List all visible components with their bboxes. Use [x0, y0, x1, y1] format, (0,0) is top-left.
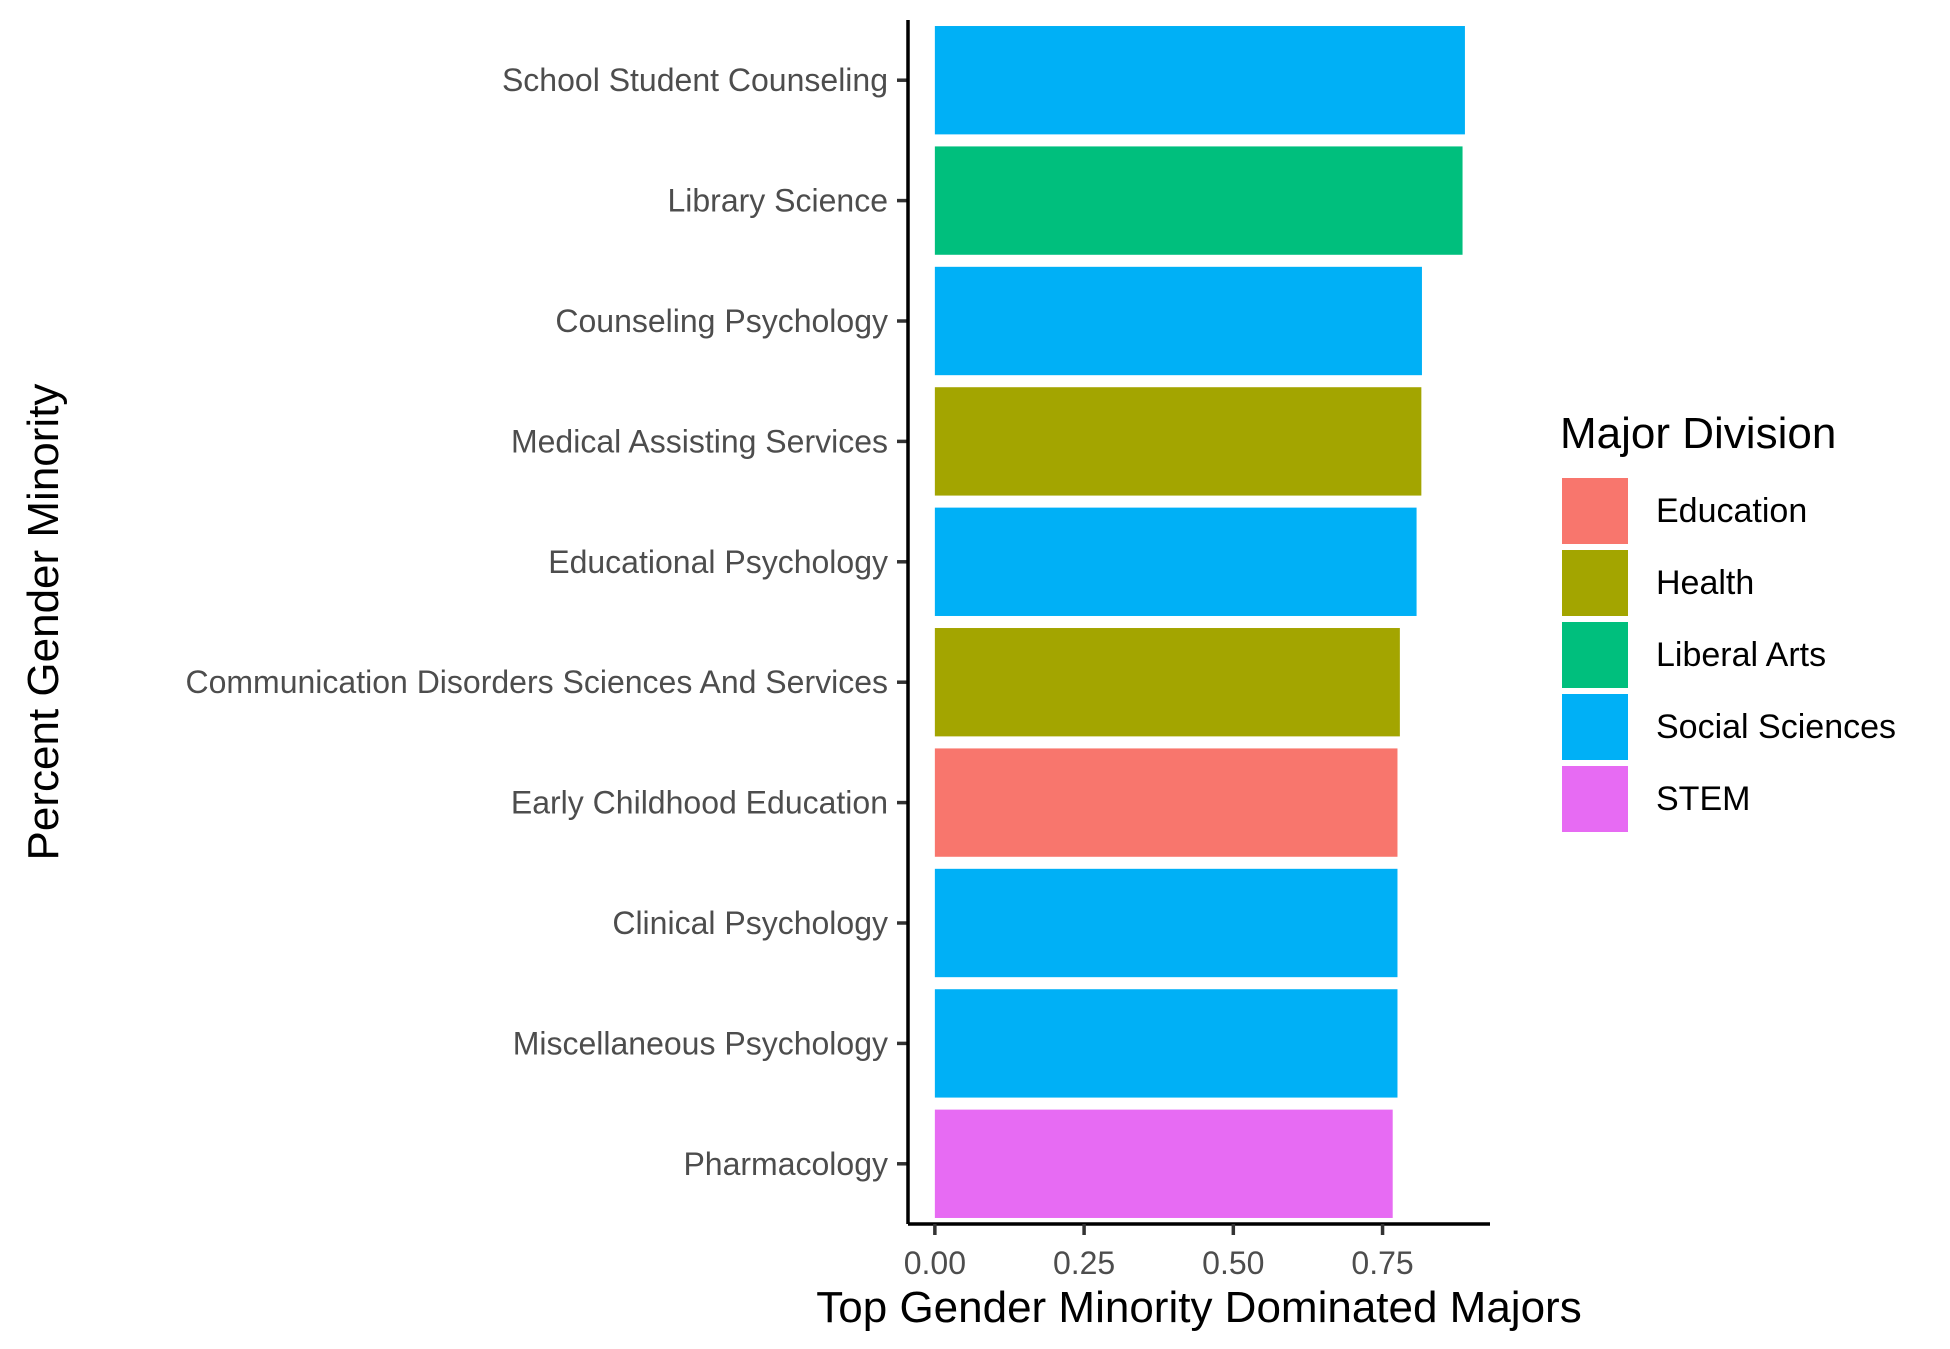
y-tick-label: Pharmacology — [683, 1146, 888, 1182]
legend-label: Health — [1656, 564, 1754, 602]
bar-4 — [934, 387, 1422, 496]
x-tick-label: 0.75 — [1351, 1245, 1413, 1281]
y-axis: School Student Counseling Library Science… — [185, 20, 910, 1224]
legend-label: Social Sciences — [1656, 708, 1896, 746]
y-tick-label: School Student Counseling — [502, 62, 888, 98]
bar-8 — [934, 868, 1398, 978]
y-tick-label: Counseling Psychology — [555, 303, 888, 339]
bar-1 — [934, 26, 1465, 135]
legend-label: Liberal Arts — [1656, 636, 1826, 674]
y-axis-title: Percent Gender Minority — [19, 384, 68, 861]
x-axis-title: Top Gender Minority Dominated Majors — [816, 1283, 1581, 1332]
bars-group — [934, 26, 1465, 1218]
x-tick-label: 0.00 — [904, 1245, 966, 1281]
legend-key-2 — [1562, 550, 1628, 616]
y-tick-label: Miscellaneous Psychology — [513, 1025, 888, 1061]
y-tick-label: Clinical Psychology — [612, 905, 888, 941]
legend-key-4 — [1562, 694, 1628, 760]
legend-title: Major Division — [1560, 409, 1836, 458]
bar-3 — [934, 266, 1422, 376]
x-tick-label: 0.25 — [1053, 1245, 1115, 1281]
x-axis: 0.00 0.25 0.50 0.75 — [904, 1222, 1490, 1281]
y-tick-label: Library Science — [667, 183, 888, 219]
y-tick-label: Educational Psychology — [548, 544, 888, 580]
y-tick-label: Medical Assisting Services — [511, 423, 888, 459]
bar-9 — [934, 989, 1398, 1098]
bar-10 — [934, 1109, 1393, 1218]
y-tick-label: Communication Disorders Sciences And Ser… — [185, 664, 888, 700]
legend-key-1 — [1562, 478, 1628, 544]
legend-label: Education — [1656, 492, 1807, 530]
bar-7 — [934, 748, 1398, 857]
y-tick-label: Early Childhood Education — [511, 785, 888, 821]
legend-label: STEM — [1656, 780, 1750, 818]
legend: Major Division Education Health Liberal Ar… — [1560, 409, 1896, 832]
legend-key-3 — [1562, 622, 1628, 688]
bar-5 — [934, 507, 1417, 616]
bar-6 — [934, 628, 1400, 737]
x-tick-label: 0.50 — [1202, 1245, 1264, 1281]
bar-2 — [934, 146, 1463, 255]
legend-key-5 — [1562, 766, 1628, 832]
